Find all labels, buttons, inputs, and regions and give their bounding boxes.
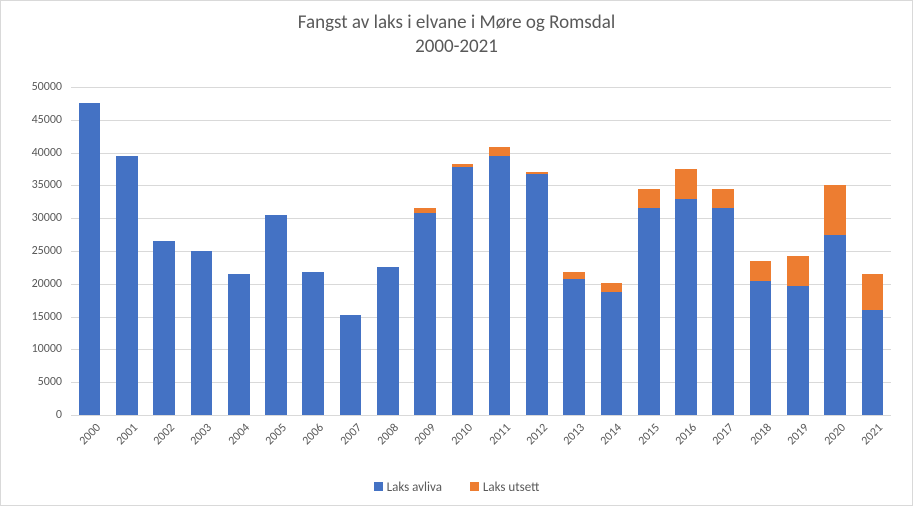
y-tick-label: 50000 — [7, 80, 62, 94]
bar-segment — [824, 185, 846, 235]
chart-title-line2: 2000-2021 — [415, 35, 498, 58]
legend-label: Laks avliva — [387, 480, 442, 495]
bar-segment — [862, 310, 884, 415]
bar-segment — [489, 147, 511, 156]
bar-segment — [601, 283, 623, 292]
bar-group — [377, 87, 399, 415]
bar-group — [79, 87, 101, 415]
bar-group — [712, 87, 734, 415]
chart-title-line1: Fangst av laks i elvane i Møre og Romsda… — [298, 11, 615, 34]
legend-swatch — [470, 482, 479, 491]
chart-title: Fangst av laks i elvane i Møre og Romsda… — [1, 11, 912, 59]
bar-group — [489, 87, 511, 415]
bar-segment — [228, 274, 250, 415]
bar-segment — [526, 174, 548, 415]
bar-group — [638, 87, 660, 415]
bar-segment — [265, 215, 287, 415]
bar-group — [750, 87, 772, 415]
bar-group — [414, 87, 436, 415]
chart-frame: Fangst av laks i elvane i Møre og Romsda… — [0, 0, 913, 506]
bar-segment — [750, 261, 772, 281]
y-tick-label: 15000 — [7, 310, 62, 324]
bar-segment — [340, 315, 362, 415]
bar-segment — [452, 167, 474, 415]
y-tick-label: 10000 — [7, 342, 62, 356]
y-tick-label: 25000 — [7, 244, 62, 258]
bar-group — [601, 87, 623, 415]
legend-item: Laks avliva — [374, 480, 442, 495]
bar-group — [340, 87, 362, 415]
bar-segment — [712, 189, 734, 209]
bar-group — [191, 87, 213, 415]
bar-segment — [79, 103, 101, 415]
legend-swatch — [374, 482, 383, 491]
bar-segment — [862, 274, 884, 310]
bar-group — [452, 87, 474, 415]
y-tick-label: 35000 — [7, 178, 62, 192]
y-tick-label: 40000 — [7, 146, 62, 160]
bar-segment — [675, 169, 697, 199]
bar-segment — [787, 256, 809, 286]
bar-segment — [787, 286, 809, 415]
plot-area — [71, 87, 891, 416]
legend: Laks avliva Laks utsett — [1, 480, 912, 495]
bar-group — [526, 87, 548, 415]
bar-group — [787, 87, 809, 415]
bar-segment — [489, 156, 511, 415]
bar-group — [824, 87, 846, 415]
y-tick-label: 30000 — [7, 211, 62, 225]
y-tick-label: 0 — [7, 408, 62, 422]
bar-group — [302, 87, 324, 415]
bar-segment — [638, 189, 660, 209]
bar-segment — [414, 208, 436, 213]
bar-group — [862, 87, 884, 415]
bar-segment — [824, 235, 846, 415]
bar-segment — [153, 241, 175, 415]
bar-segment — [191, 251, 213, 415]
bar-group — [563, 87, 585, 415]
bar-segment — [675, 199, 697, 415]
bar-group — [116, 87, 138, 415]
bar-group — [675, 87, 697, 415]
bar-segment — [601, 292, 623, 415]
bar-segment — [414, 213, 436, 415]
legend-label: Laks utsett — [483, 480, 539, 495]
y-tick-label: 5000 — [7, 375, 62, 389]
y-tick-label: 45000 — [7, 113, 62, 127]
bar-container — [71, 87, 891, 415]
bar-group — [265, 87, 287, 415]
bar-segment — [750, 281, 772, 415]
bar-segment — [526, 172, 548, 174]
y-tick-label: 20000 — [7, 277, 62, 291]
bar-segment — [116, 156, 138, 415]
legend-item: Laks utsett — [470, 480, 539, 495]
bar-segment — [302, 272, 324, 415]
bar-segment — [563, 279, 585, 415]
bar-segment — [638, 208, 660, 415]
bar-group — [228, 87, 250, 415]
bar-group — [153, 87, 175, 415]
bar-segment — [452, 164, 474, 167]
bar-segment — [563, 272, 585, 279]
bar-segment — [712, 208, 734, 415]
bar-segment — [377, 267, 399, 415]
